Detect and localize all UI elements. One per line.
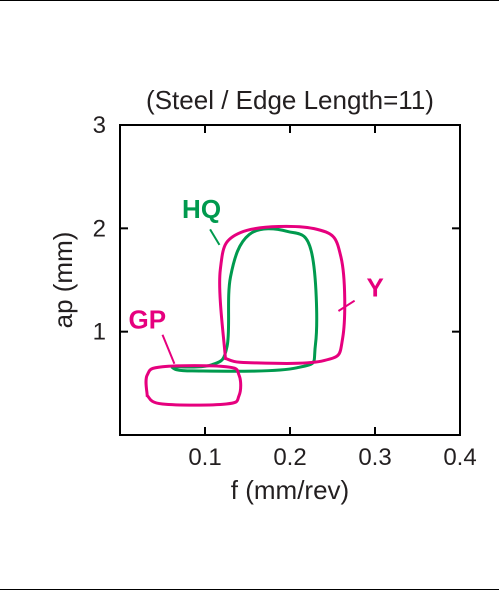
pointer-gp [163, 335, 175, 364]
chart-title: (Steel / Edge Length=11) [146, 85, 434, 115]
x-tick-label: 0.2 [273, 444, 306, 471]
chart-svg: 0.1 0.2 0.3 0.4 1 2 3 HQ Y GP (Steel / Edge Len… [40, 70, 500, 550]
y-tick-label: 3 [93, 112, 106, 139]
region-label-y: Y [367, 273, 384, 303]
region-label-gp: GP [129, 305, 167, 335]
pointer-y [338, 301, 354, 311]
plot-area [120, 125, 460, 435]
x-ticks: 0.1 0.2 0.3 0.4 [188, 125, 476, 471]
y-axis-label: ap (mm) [48, 232, 78, 329]
x-tick-label: 0.3 [358, 444, 391, 471]
region-hq [171, 229, 317, 372]
pointer-hq [210, 229, 219, 245]
y-tick-label: 1 [93, 319, 106, 346]
regions [146, 226, 345, 405]
x-tick-label: 0.4 [443, 444, 476, 471]
region-label-hq: HQ [182, 194, 221, 224]
x-tick-label: 0.1 [188, 444, 221, 471]
label-pointers [163, 229, 355, 363]
x-axis-label: f (mm/rev) [231, 475, 349, 505]
y-tick-label: 2 [93, 215, 106, 242]
chart: 0.10.20.30.4 123 HQYGP (Steel / Edge Len… [40, 70, 460, 550]
